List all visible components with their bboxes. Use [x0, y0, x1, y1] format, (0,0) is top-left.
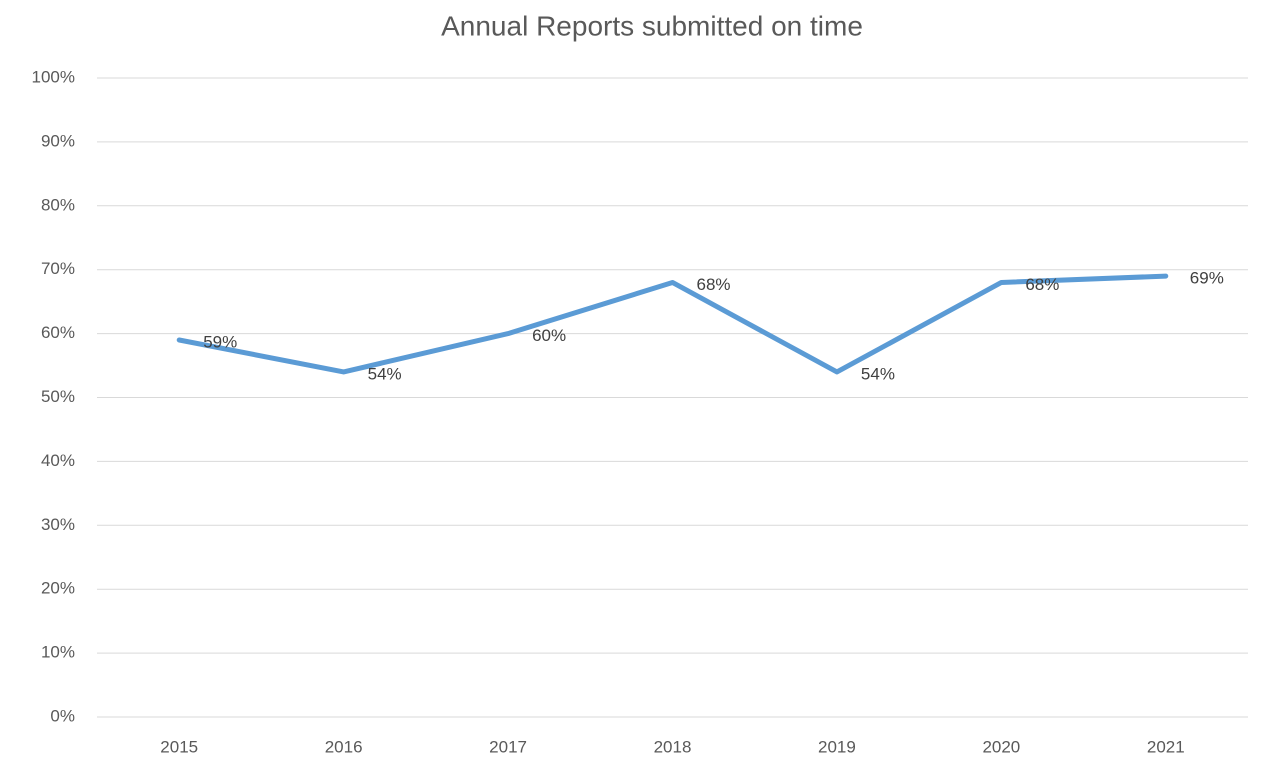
y-tick-label: 10%: [41, 643, 75, 662]
data-label: 68%: [1025, 275, 1059, 294]
y-tick-label: 50%: [41, 387, 75, 406]
y-tick-label: 100%: [32, 67, 75, 86]
data-label: 60%: [532, 326, 566, 345]
y-tick-label: 90%: [41, 131, 75, 150]
x-tick-label: 2019: [818, 737, 856, 756]
y-tick-label: 70%: [41, 259, 75, 278]
x-tick-label: 2021: [1147, 737, 1185, 756]
data-label: 54%: [368, 364, 402, 383]
x-tick-label: 2020: [982, 737, 1020, 756]
chart-title: Annual Reports submitted on time: [441, 10, 863, 41]
data-label: 54%: [861, 364, 895, 383]
x-tick-label: 2015: [160, 737, 198, 756]
data-line: [176, 273, 1169, 375]
y-tick-label: 40%: [41, 451, 75, 470]
y-tick-label: 60%: [41, 323, 75, 342]
x-tick-label: 2018: [654, 737, 692, 756]
data-label: 68%: [697, 275, 731, 294]
y-tick-label: 20%: [41, 579, 75, 598]
y-tick-label: 80%: [41, 195, 75, 214]
y-tick-label: 30%: [41, 515, 75, 534]
data-label: 69%: [1190, 269, 1224, 288]
y-tick-label: 0%: [50, 706, 75, 725]
x-tick-label: 2017: [489, 737, 527, 756]
data-label: 59%: [203, 332, 237, 351]
x-tick-label: 2016: [325, 737, 363, 756]
